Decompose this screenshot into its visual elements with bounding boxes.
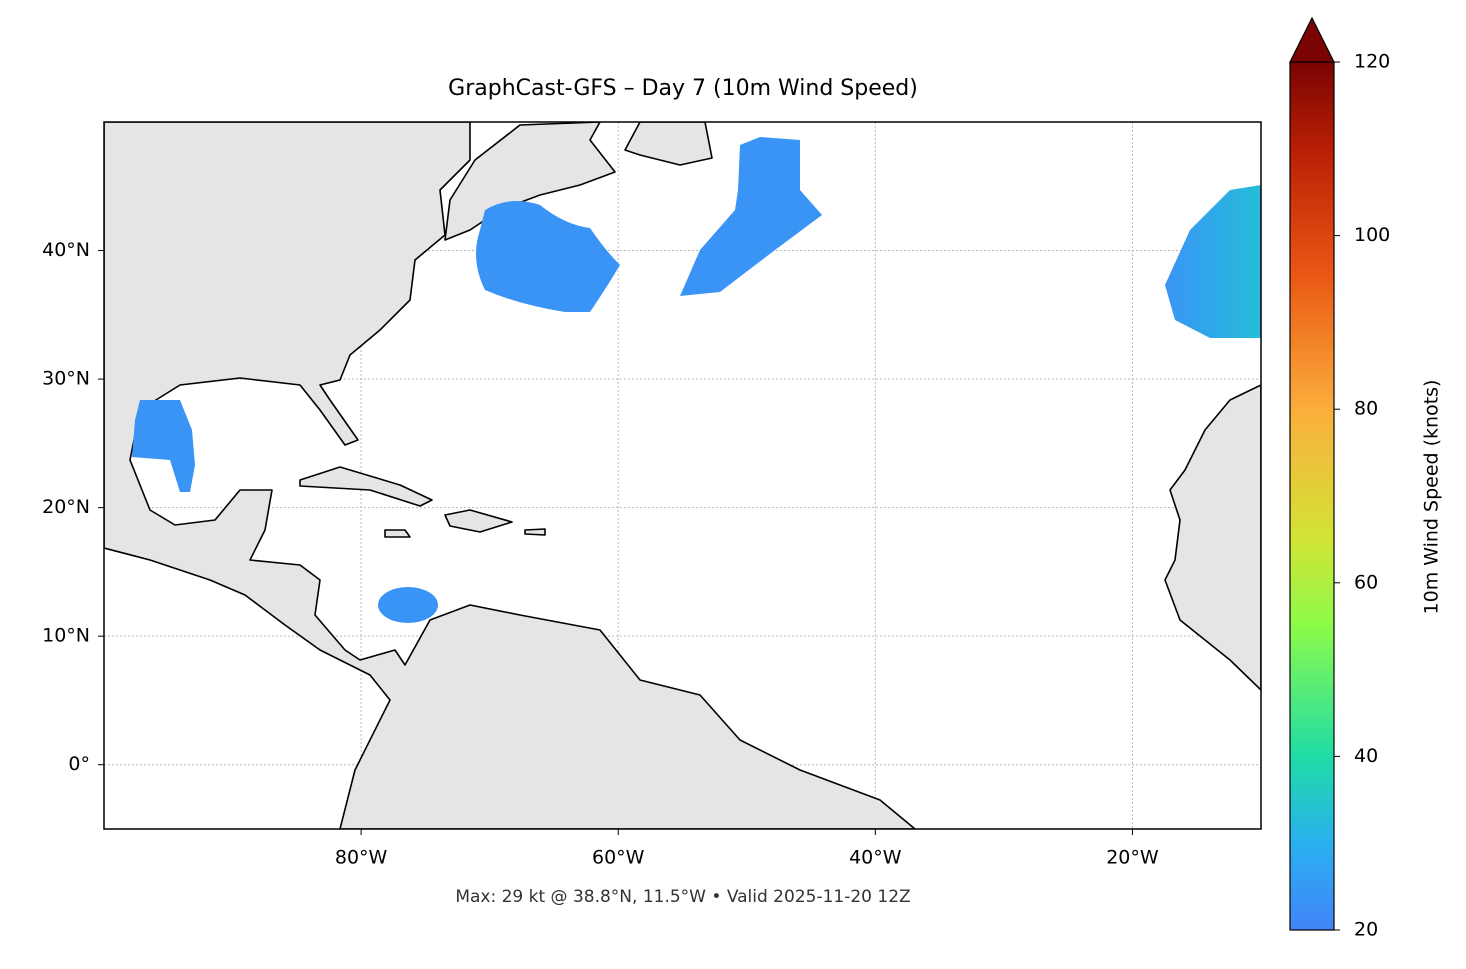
colorbar-tick-label: 100: [1354, 224, 1390, 246]
annotation: Max: 29 kt @ 38.8°N, 11.5°W • Valid 2025…: [455, 887, 910, 907]
x-tick-label: 40°W: [849, 847, 902, 869]
y-tick-label: 20°N: [42, 496, 90, 518]
puerto-rico: [524, 528, 546, 536]
cuba: [299, 466, 433, 507]
plot-frame: [103, 121, 1262, 830]
colorbar-tick-label: 60: [1354, 571, 1378, 593]
americas: [104, 122, 916, 829]
chart-title: GraphCast-GFS – Day 7 (10m Wind Speed): [448, 76, 918, 101]
colorbar: [1289, 61, 1335, 931]
africa: [1164, 384, 1261, 691]
wind-area: [1165, 185, 1261, 338]
x-tick-label: 20°W: [1106, 847, 1159, 869]
y-tick-label: 10°N: [42, 625, 90, 647]
wind-area: [680, 137, 822, 296]
colorbar-extend: [1289, 16, 1335, 63]
y-tick-label: 0°: [68, 753, 90, 775]
x-tick-label: 60°W: [592, 847, 645, 869]
colorbar-tick-label: 120: [1354, 51, 1390, 73]
jamaica: [384, 529, 411, 538]
map: [104, 122, 1261, 829]
hispaniola: [444, 509, 513, 533]
wind-area: [378, 587, 438, 623]
colorbar-label: 10m Wind Speed (knots): [1421, 380, 1443, 615]
colorbar-tick-label: 20: [1354, 919, 1378, 941]
wind-area: [132, 400, 195, 492]
colorbar-tick-label: 80: [1354, 398, 1378, 420]
wind-area: [476, 201, 620, 312]
colorbar-tick-label: 40: [1354, 745, 1378, 767]
y-tick-label: 30°N: [42, 368, 90, 390]
newfoundland: [624, 122, 713, 166]
y-tick-label: 40°N: [42, 239, 90, 261]
x-tick-label: 80°W: [335, 847, 388, 869]
